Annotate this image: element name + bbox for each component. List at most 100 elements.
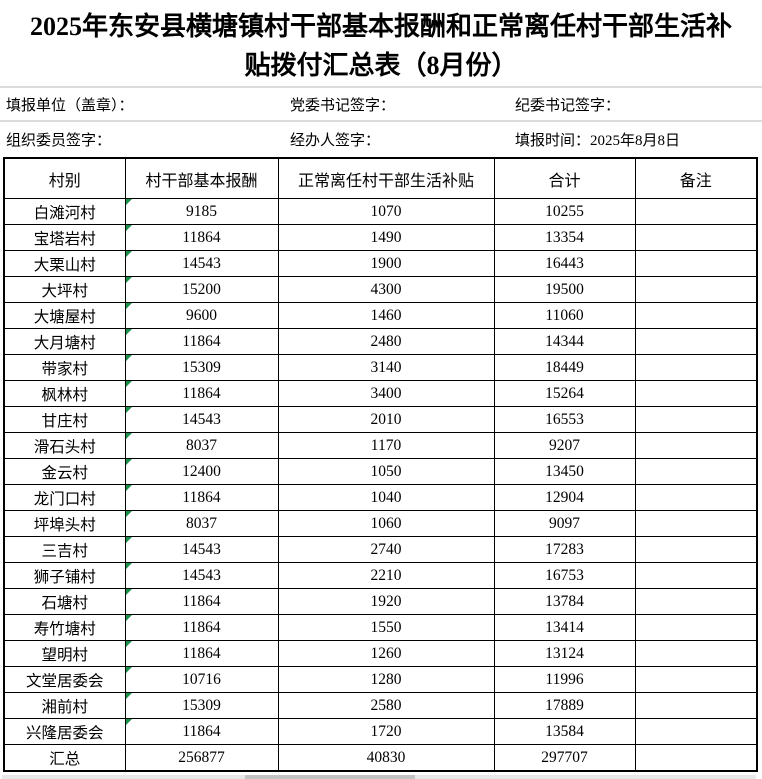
cell-note[interactable]: [634, 718, 758, 745]
cell-village[interactable]: 狮子铺村: [3, 562, 126, 589]
cell-retired-subsidy[interactable]: 2580: [277, 692, 495, 719]
cell-village[interactable]: 龙门口村: [3, 484, 126, 511]
cell-total[interactable]: 13354: [493, 224, 636, 251]
cell-village-selected[interactable]: 大栗山村: [3, 250, 126, 277]
cell-note[interactable]: [634, 406, 758, 433]
cell-village[interactable]: 文堂居委会: [3, 666, 126, 693]
cell-retired-subsidy[interactable]: 2480: [277, 328, 495, 355]
cell-note[interactable]: [634, 432, 758, 459]
cell-total[interactable]: 13784: [493, 588, 636, 615]
cell-village[interactable]: 大月塘村: [3, 328, 126, 355]
cell-retired-subsidy[interactable]: 3400: [277, 380, 495, 407]
cell-note[interactable]: [634, 484, 758, 511]
cell-note[interactable]: [634, 276, 758, 303]
cell-note[interactable]: [634, 614, 758, 641]
cell-base-pay[interactable]: 12400: [124, 458, 279, 485]
cell-retired-subsidy[interactable]: 1170: [277, 432, 495, 459]
cell-village[interactable]: 大坪村: [3, 276, 126, 303]
cell-retired-subsidy[interactable]: 2210: [277, 562, 495, 589]
cell-total[interactable]: 9207: [493, 432, 636, 459]
cell-base-pay[interactable]: 14543: [124, 250, 279, 277]
cell-village[interactable]: 宝塔岩村: [3, 224, 126, 251]
cell-total[interactable]: 14344: [493, 328, 636, 355]
cell-village[interactable]: 望明村: [3, 640, 126, 667]
cell-note[interactable]: [634, 224, 758, 251]
cell-base-pay[interactable]: 9185: [124, 198, 279, 225]
cell-total[interactable]: 13584: [493, 718, 636, 745]
cell-retired-subsidy[interactable]: 3140: [277, 354, 495, 381]
cell-total[interactable]: 12904: [493, 484, 636, 511]
cell-village[interactable]: 滑石头村: [3, 432, 126, 459]
cell-retired-subsidy[interactable]: 1040: [277, 484, 495, 511]
cell-base-pay[interactable]: 11864: [124, 718, 279, 745]
cell-retired-subsidy[interactable]: 1050: [277, 458, 495, 485]
cell-total[interactable]: 13124: [493, 640, 636, 667]
cell-base-pay[interactable]: 11864: [124, 588, 279, 615]
cell-note[interactable]: [634, 510, 758, 537]
cell-base-pay[interactable]: 11864: [124, 224, 279, 251]
cell-note[interactable]: [634, 640, 758, 667]
cell-note[interactable]: [634, 562, 758, 589]
cell-note[interactable]: [634, 380, 758, 407]
cell-base-pay[interactable]: 11864: [124, 328, 279, 355]
cell-total[interactable]: 17889: [493, 692, 636, 719]
cell-note[interactable]: [634, 744, 758, 772]
cell-base-pay[interactable]: 11864: [124, 484, 279, 511]
cell-village[interactable]: 湘前村: [3, 692, 126, 719]
cell-base-pay[interactable]: 8037: [124, 432, 279, 459]
cell-retired-subsidy[interactable]: 1260: [277, 640, 495, 667]
cell-total[interactable]: 16553: [493, 406, 636, 433]
cell-village[interactable]: 枫林村: [3, 380, 126, 407]
cell-note[interactable]: [634, 250, 758, 277]
header-cell-base-pay[interactable]: 村干部基本报酬: [124, 157, 279, 199]
cell-note[interactable]: [634, 198, 758, 225]
cell-retired-subsidy[interactable]: 1280: [277, 666, 495, 693]
cell-total[interactable]: 9097: [493, 510, 636, 537]
cell-village[interactable]: 三吉村: [3, 536, 126, 563]
cell-base-pay[interactable]: 14543: [124, 562, 279, 589]
cell-base-pay[interactable]: 11864: [124, 640, 279, 667]
cell-retired-subsidy[interactable]: 4300: [277, 276, 495, 303]
cell-retired-subsidy[interactable]: 1060: [277, 510, 495, 537]
cell-retired-subsidy[interactable]: 1490: [277, 224, 495, 251]
cell-total[interactable]: 16443: [493, 250, 636, 277]
header-cell-note[interactable]: 备注: [634, 157, 758, 199]
cell-village[interactable]: 大塘屋村: [3, 302, 126, 329]
cell-village[interactable]: 汇总: [3, 744, 126, 772]
cell-base-pay[interactable]: 11864: [124, 380, 279, 407]
cell-retired-subsidy[interactable]: 1460: [277, 302, 495, 329]
cell-total[interactable]: 11060: [493, 302, 636, 329]
cell-retired-subsidy[interactable]: 1920: [277, 588, 495, 615]
cell-base-pay[interactable]: 14543: [124, 406, 279, 433]
cell-base-pay[interactable]: 9600: [124, 302, 279, 329]
cell-base-pay[interactable]: 15309: [124, 354, 279, 381]
cell-total[interactable]: 17283: [493, 536, 636, 563]
cell-village[interactable]: 石塘村: [3, 588, 126, 615]
cell-total[interactable]: 19500: [493, 276, 636, 303]
cell-total[interactable]: 10255: [493, 198, 636, 225]
cell-total[interactable]: 18449: [493, 354, 636, 381]
cell-note[interactable]: [634, 354, 758, 381]
cell-retired-subsidy[interactable]: 40830: [277, 744, 495, 772]
cell-base-pay[interactable]: 8037: [124, 510, 279, 537]
cell-retired-subsidy[interactable]: 1900: [277, 250, 495, 277]
cell-retired-subsidy[interactable]: 1550: [277, 614, 495, 641]
cell-note[interactable]: [634, 588, 758, 615]
cell-base-pay[interactable]: 10716: [124, 666, 279, 693]
cell-note[interactable]: [634, 692, 758, 719]
cell-base-pay[interactable]: 14543: [124, 536, 279, 563]
cell-note[interactable]: [634, 536, 758, 563]
cell-base-pay[interactable]: 15200: [124, 276, 279, 303]
cell-village[interactable]: 带家村: [3, 354, 126, 381]
cell-retired-subsidy[interactable]: 2740: [277, 536, 495, 563]
cell-retired-subsidy[interactable]: 2010: [277, 406, 495, 433]
cell-note[interactable]: [634, 458, 758, 485]
cell-village[interactable]: 金云村: [3, 458, 126, 485]
cell-total[interactable]: 15264: [493, 380, 636, 407]
cell-total[interactable]: 13450: [493, 458, 636, 485]
cell-village[interactable]: 坪埠头村: [3, 510, 126, 537]
cell-base-pay[interactable]: 256877: [124, 744, 279, 772]
cell-village[interactable]: 寿竹塘村: [3, 614, 126, 641]
header-cell-total[interactable]: 合计: [493, 157, 636, 199]
cell-village[interactable]: 兴隆居委会: [3, 718, 126, 745]
